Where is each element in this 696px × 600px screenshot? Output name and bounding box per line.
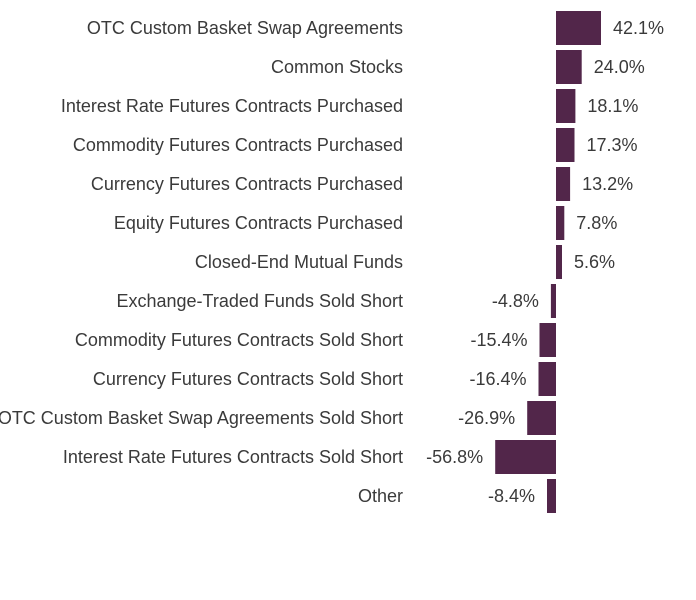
value-label-4: 13.2% xyxy=(582,174,633,194)
value-label-8: -15.4% xyxy=(470,330,527,350)
value-label-7: -4.8% xyxy=(492,291,539,311)
value-label-6: 5.6% xyxy=(574,252,615,272)
category-label-7: Exchange-Traded Funds Sold Short xyxy=(117,291,404,311)
value-label-11: -56.8% xyxy=(426,447,483,467)
category-label-8: Commodity Futures Contracts Sold Short xyxy=(75,330,403,350)
bar-6 xyxy=(556,245,562,279)
bar-1 xyxy=(556,50,582,84)
category-label-12: Other xyxy=(358,486,403,506)
bars-group xyxy=(495,11,601,513)
category-label-6: Closed-End Mutual Funds xyxy=(195,252,403,272)
bar-7 xyxy=(550,284,556,318)
value-labels-group: 42.1% 24.0% 18.1% 17.3% 13.2% 7.8% 5.6% -4.8% -1… xyxy=(426,18,664,506)
value-label-0: 42.1% xyxy=(613,18,664,38)
value-label-5: 7.8% xyxy=(576,213,617,233)
category-label-3: Commodity Futures Contracts Purchased xyxy=(73,135,403,155)
value-label-12: -8.4% xyxy=(488,486,535,506)
value-label-10: -26.9% xyxy=(458,408,515,428)
category-label-0: OTC Custom Basket Swap Agreements xyxy=(87,18,403,38)
value-label-1: 24.0% xyxy=(594,57,645,77)
bar-3 xyxy=(556,128,575,162)
category-label-1: Common Stocks xyxy=(271,57,403,77)
bar-10 xyxy=(527,401,556,435)
bar-5 xyxy=(556,206,565,240)
category-label-9: Currency Futures Contracts Sold Short xyxy=(93,369,403,389)
value-label-3: 17.3% xyxy=(587,135,638,155)
category-label-4: Currency Futures Contracts Purchased xyxy=(91,174,403,194)
bar-12 xyxy=(547,479,556,513)
bar-4 xyxy=(556,167,571,201)
bar-9 xyxy=(538,362,556,396)
bar-11 xyxy=(495,440,556,474)
bar-8 xyxy=(539,323,556,357)
bar-2 xyxy=(556,89,576,123)
value-label-2: 18.1% xyxy=(587,96,638,116)
category-label-10: OTC Custom Basket Swap Agreements Sold S… xyxy=(0,408,403,428)
category-label-11: Interest Rate Futures Contracts Sold Sho… xyxy=(63,447,403,467)
bar-0 xyxy=(556,11,601,45)
category-labels-group: OTC Custom Basket Swap Agreements Common … xyxy=(0,18,403,506)
category-label-5: Equity Futures Contracts Purchased xyxy=(114,213,403,233)
value-label-9: -16.4% xyxy=(469,369,526,389)
category-label-2: Interest Rate Futures Contracts Purchase… xyxy=(61,96,403,116)
